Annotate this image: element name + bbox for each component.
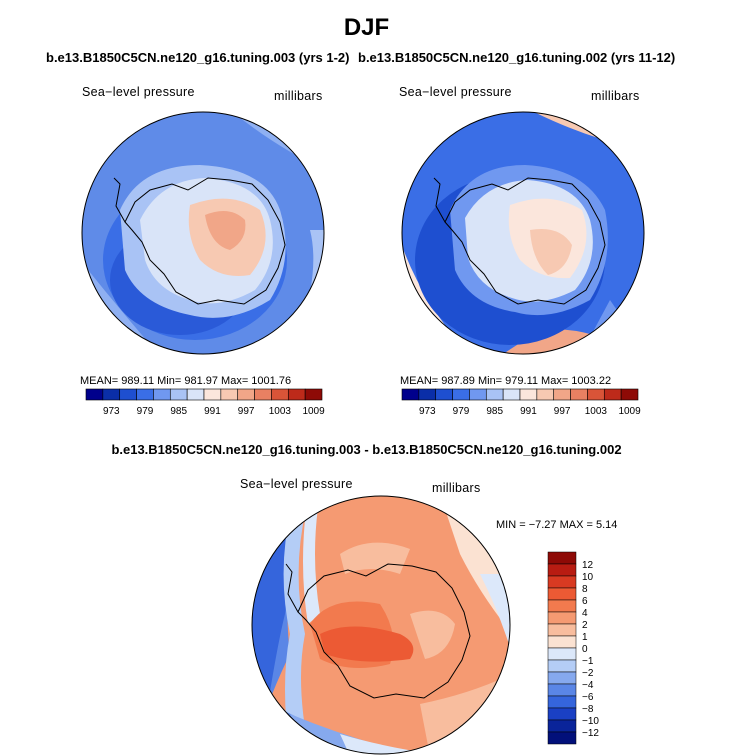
diff-colorbar-swatch [547,707,577,721]
diff-colorbar-swatch [547,623,577,637]
colorbar-swatch [136,388,154,401]
colorbar-tick-label: 1009 [302,406,325,417]
colorbar-right: 973979985991997100310091015 [401,388,641,417]
diff-colorbar-swatch [547,647,577,661]
colorbar-swatch [271,388,289,401]
colorbar-swatch [85,388,104,401]
diff-colorbar-swatch [547,719,577,733]
colorbar-swatch [570,388,588,401]
colorbar-swatch [102,388,121,401]
colorbar-swatch [304,388,323,401]
colorbar-swatch [603,388,622,401]
diff-colorbar-tick-label: 8 [582,584,588,595]
colorbar-tick-label: 985 [170,406,187,417]
diff-colorbar-tick-label: −1 [582,656,594,667]
colorbar-swatch [418,388,437,401]
panel-right-subtitle: b.e13.B1850C5CN.ne120_g16.tuning.002 (yr… [358,50,676,65]
colorbar-swatch [119,388,137,401]
colorbar-swatch [485,388,504,401]
diff-colorbar-tick-label: 10 [582,572,594,583]
difference-units: millibars [432,481,481,495]
colorbar-tick-label: 991 [520,406,537,417]
colorbar-swatch [620,388,639,401]
diff-colorbar-swatch [547,599,577,613]
colorbar-swatch [536,388,555,401]
colorbar-swatch [452,388,470,401]
colorbar-swatch [153,388,171,401]
colorbar-swatch [519,388,538,401]
diff-colorbar-swatch [547,575,577,589]
panel-left-variable: Sea−level pressure [82,85,195,99]
colorbar-tick-label: 979 [137,406,154,417]
colorbar-swatch [203,388,222,401]
colorbar-swatch [287,388,306,401]
diff-colorbar-tick-label: −6 [582,692,594,703]
diff-colorbar-tick-label: 2 [582,620,588,631]
diff-colorbar-swatch [547,635,577,649]
colorbar-swatch [401,388,420,401]
diff-colorbar-swatch [547,611,577,625]
difference-variable: Sea−level pressure [240,477,353,491]
diff-colorbar-tick-label: 1 [582,632,588,643]
diff-colorbar-tick-label: 6 [582,596,588,607]
diff-colorbar-tick-label: 4 [582,608,588,619]
colorbar-swatch [186,388,205,401]
diff-colorbar-swatch [547,659,577,673]
colorbar-left: 973979985991997100310091015 [85,388,325,417]
difference-title: b.e13.B1850C5CN.ne120_g16.tuning.003 - b… [111,442,622,457]
diff-colorbar-tick-label: 12 [582,560,594,571]
figure-title: DJF [343,14,390,41]
colorbar-swatch [553,388,571,401]
colorbar-tick-label: 985 [486,406,503,417]
diff-colorbar-swatch [547,731,577,745]
diff-colorbar-tick-label: −8 [582,704,594,715]
colorbar-swatch [220,388,239,401]
panel-right-units: millibars [591,89,640,103]
diff-colorbar-swatch [547,695,577,709]
colorbar-tick-label: 997 [554,406,571,417]
diff-colorbar-tick-label: −12 [582,728,599,739]
diff-colorbar-tick-label: −10 [582,716,599,727]
colorbar-swatch [169,388,188,401]
colorbar-tick-label: 979 [453,406,470,417]
colorbar-swatch [237,388,255,401]
colorbar-tick-label: 997 [238,406,255,417]
colorbar-tick-label: 1003 [585,406,608,417]
panel-right-variable: Sea−level pressure [399,85,512,99]
panel-right-stats: MEAN= 987.89 Min= 979.11 Max= 1003.22 [400,375,612,387]
diff-colorbar-swatch [547,587,577,601]
difference-stats: MIN = −7.27 MAX = 5.14 [496,519,618,531]
colorbar-tick-label: 991 [204,406,221,417]
panel-left-subtitle: b.e13.B1850C5CN.ne120_g16.tuning.003 (yr… [46,50,350,65]
colorbar-swatch [587,388,605,401]
colorbar-tick-label: 973 [103,406,120,417]
panel-left-units: millibars [274,89,323,103]
colorbar-tick-label: 1009 [618,406,641,417]
colorbar-swatch [435,388,453,401]
diff-colorbar-tick-label: 0 [582,644,588,655]
diff-colorbar-tick-label: −4 [582,680,594,691]
diff-colorbar-tick-label: −2 [582,668,594,679]
diff-colorbar-swatch [547,671,577,685]
colorbar-swatch [502,388,521,401]
colorbar-swatch [254,388,272,401]
diff-colorbar-swatch [547,683,577,697]
map-difference [251,495,511,755]
diff-colorbar-swatch [547,563,577,577]
map-panel-right [401,111,645,355]
colorbar-swatch [469,388,487,401]
panel-left-stats: MEAN= 989.11 Min= 981.97 Max= 1001.76 [80,375,292,387]
diff-colorbar-swatch [547,551,577,565]
map-panel-left [81,111,325,355]
colorbar-tick-label: 1003 [269,406,292,417]
colorbar-tick-label: 973 [419,406,436,417]
